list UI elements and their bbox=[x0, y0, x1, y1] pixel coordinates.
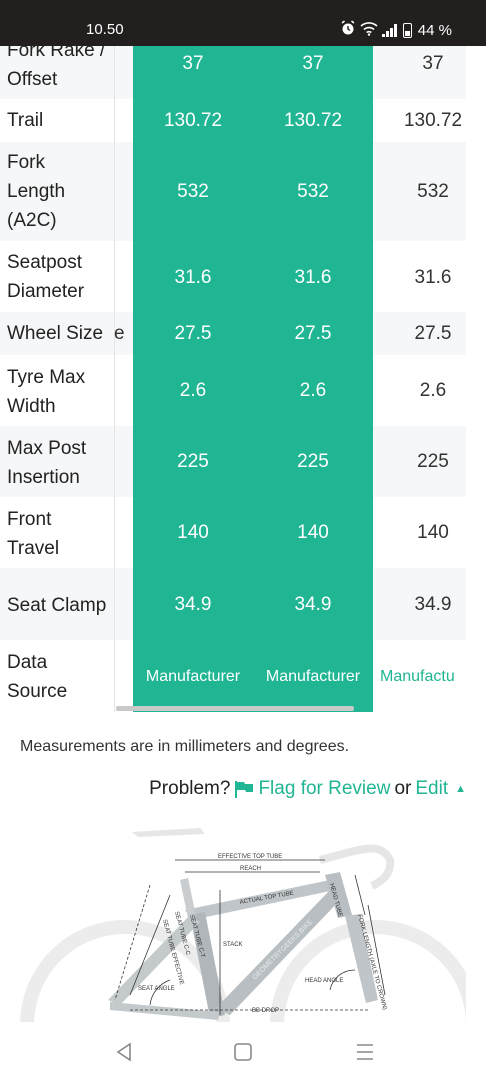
caret-up-icon[interactable]: ▲ bbox=[455, 783, 466, 795]
row-label-trail: Trail bbox=[7, 110, 44, 131]
alarm-icon bbox=[340, 20, 356, 40]
table-cell: 532 bbox=[177, 181, 209, 202]
row-label-seat-clamp: Seat Clamp bbox=[7, 595, 107, 616]
table-cell: 532 bbox=[417, 181, 449, 202]
system-nav-bar bbox=[0, 1022, 486, 1080]
table-cell: 140 bbox=[297, 522, 329, 543]
row-label-seatpost-diameter: Seatpost Diameter bbox=[7, 252, 85, 302]
table-cell: 2.6 bbox=[299, 380, 327, 401]
table-cell: 532 bbox=[297, 181, 329, 202]
data-source-link[interactable]: Manufactu bbox=[380, 668, 455, 685]
row-label-wheel-size: Wheel Size bbox=[7, 323, 104, 344]
table-cell: 225 bbox=[417, 451, 449, 472]
signal-icon bbox=[381, 23, 397, 37]
table-cell: 140 bbox=[177, 522, 209, 543]
hidden-column-peek: e bbox=[114, 323, 125, 344]
home-icon[interactable] bbox=[229, 1038, 257, 1066]
table-cell: 130.72 bbox=[163, 110, 223, 131]
table-cell: 31.6 bbox=[414, 267, 452, 288]
table-cell: 27.5 bbox=[414, 323, 452, 344]
table-cell: 34.9 bbox=[174, 594, 212, 615]
table-cell: 27.5 bbox=[294, 323, 332, 344]
column-divider bbox=[114, 46, 115, 712]
wifi-icon bbox=[360, 21, 378, 40]
edit-link[interactable]: Edit bbox=[415, 778, 449, 799]
diagram-label: HEAD ANGLE bbox=[305, 978, 343, 984]
diagram-label: EFFECTIVE TOP TUBE bbox=[218, 854, 282, 860]
problem-bar: Problem? Flag for Review or Edit ▲ bbox=[149, 778, 466, 800]
flag-for-review-link[interactable]: Flag for Review bbox=[258, 778, 391, 799]
or-label: or bbox=[394, 778, 412, 799]
flag-icon[interactable] bbox=[234, 780, 254, 798]
table-cell: 225 bbox=[177, 451, 209, 472]
table-cell: 2.6 bbox=[419, 380, 447, 401]
status-icons: 44 % bbox=[340, 20, 452, 40]
table-cell: 2.6 bbox=[179, 380, 207, 401]
table-cell: 31.6 bbox=[174, 267, 212, 288]
status-bar: 10.50 44 % bbox=[0, 0, 486, 46]
row-label-max-post-insertion: Max Post Insertion bbox=[7, 438, 87, 488]
row-label-tyre-max-width: Tyre Max Width bbox=[7, 367, 86, 417]
table-cell: 34.9 bbox=[294, 594, 332, 615]
table-cell: 37 bbox=[422, 53, 444, 74]
data-source-link[interactable]: Manufacturer bbox=[145, 668, 241, 685]
row-label-fork-rake: Fork Rake / Offset bbox=[7, 46, 106, 90]
row-label-fork-length: Fork Length (A2C) bbox=[7, 152, 66, 231]
table-cell: 225 bbox=[297, 451, 329, 472]
table-cell: 31.6 bbox=[294, 267, 332, 288]
battery-percent: 44 % bbox=[417, 21, 452, 39]
measurement-note: Measurements are in millimeters and degr… bbox=[20, 738, 350, 755]
table-cell: 37 bbox=[302, 53, 324, 74]
geometry-table[interactable]: Fork Rake / Offset Trail Fork Length (A2… bbox=[0, 46, 466, 712]
back-icon[interactable] bbox=[110, 1038, 138, 1066]
recents-icon[interactable] bbox=[351, 1038, 379, 1066]
status-time: 10.50 bbox=[86, 21, 124, 38]
selected-size-columns bbox=[133, 46, 373, 712]
table-cell: 27.5 bbox=[174, 323, 212, 344]
diagram-label: STACK bbox=[223, 942, 243, 948]
horizontal-scrollbar[interactable] bbox=[116, 706, 354, 711]
problem-label: Problem? bbox=[149, 778, 231, 799]
data-source-link[interactable]: Manufacturer bbox=[265, 668, 361, 685]
table-cell: 37 bbox=[182, 53, 204, 74]
table-cell: 34.9 bbox=[414, 594, 452, 615]
table-cell: 130.72 bbox=[283, 110, 343, 131]
diagram-label: BB DROP bbox=[252, 1008, 279, 1014]
diagram-label: SEAT ANGLE bbox=[138, 986, 175, 992]
row-label-front-travel: Front Travel bbox=[7, 509, 60, 559]
battery-icon bbox=[402, 22, 412, 38]
diagram-label: REACH bbox=[240, 866, 261, 872]
geometry-diagram: EFFECTIVE TOP TUBE REACH ACTUAL TOP TUBE… bbox=[20, 820, 466, 1025]
table-cell: 140 bbox=[417, 522, 449, 543]
table-cell: 130.72 bbox=[403, 110, 463, 131]
row-label-data-source: Data Source bbox=[7, 652, 68, 702]
